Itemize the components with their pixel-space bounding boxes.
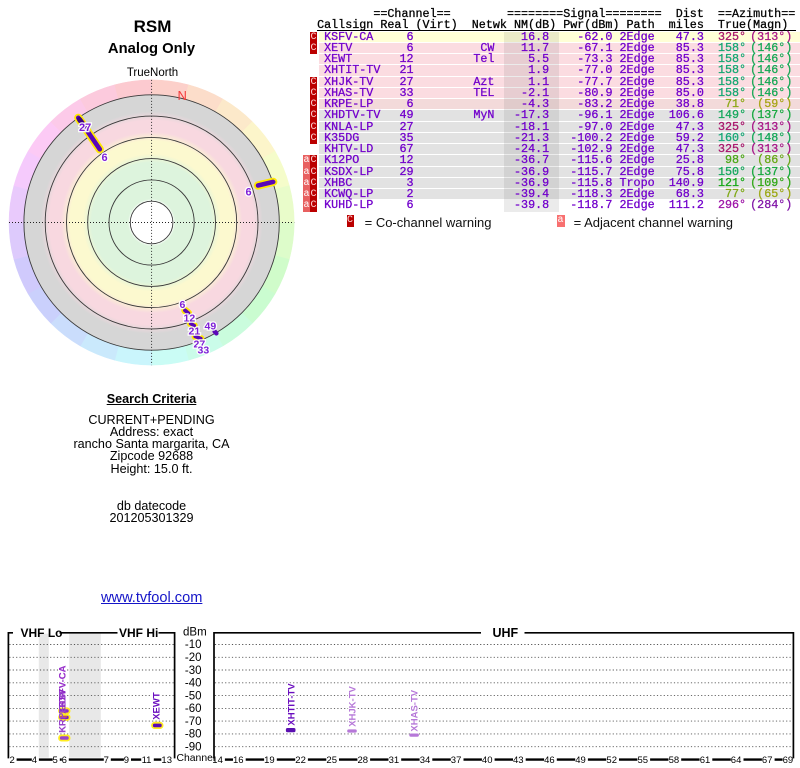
svg-text:-40: -40: [185, 678, 202, 690]
svg-text:-60: -60: [185, 703, 202, 715]
svg-text:-90: -90: [185, 741, 202, 753]
svg-text:61: 61: [700, 755, 711, 766]
svg-text:52: 52: [606, 755, 617, 766]
svg-text:25: 25: [326, 755, 337, 766]
svg-text:9: 9: [124, 755, 129, 766]
svg-text:27: 27: [194, 339, 206, 351]
svg-text:7: 7: [104, 755, 109, 766]
svg-text:XHTIT-TV: XHTIT-TV: [286, 683, 297, 726]
svg-text:21: 21: [189, 326, 201, 338]
svg-text:46: 46: [544, 755, 555, 766]
svg-text:KSFV-CA: KSFV-CA: [58, 665, 69, 707]
svg-text:-20: -20: [185, 652, 202, 664]
svg-text:XHJK-TV: XHJK-TV: [348, 685, 359, 726]
svg-text:4: 4: [32, 755, 37, 766]
svg-text:49: 49: [575, 755, 586, 766]
svg-text:6: 6: [180, 299, 186, 311]
svg-text:VHF Hi: VHF Hi: [119, 626, 158, 640]
svg-text:-80: -80: [185, 729, 202, 741]
svg-text:dBm: dBm: [183, 627, 207, 639]
svg-text:Channel: Channel: [177, 753, 216, 764]
svg-text:49: 49: [205, 321, 217, 333]
svg-text:67: 67: [762, 755, 773, 766]
svg-text:-10: -10: [185, 639, 202, 651]
svg-text:5: 5: [53, 755, 58, 766]
svg-text:11: 11: [142, 755, 152, 766]
svg-text:XEWT: XEWT: [151, 692, 162, 720]
svg-text:22: 22: [295, 755, 306, 766]
svg-text:55: 55: [638, 755, 649, 766]
svg-text:31: 31: [389, 755, 400, 766]
svg-text:XHAS-TV: XHAS-TV: [410, 689, 421, 731]
svg-text:N: N: [178, 88, 187, 103]
svg-text:40: 40: [482, 755, 493, 766]
svg-text:VHF Lo: VHF Lo: [21, 626, 63, 640]
svg-text:27: 27: [79, 122, 91, 134]
svg-text:6: 6: [246, 187, 252, 199]
svg-text:2: 2: [9, 755, 14, 766]
svg-text:69: 69: [783, 755, 794, 766]
svg-text:XETV: XETV: [58, 688, 69, 713]
svg-text:14: 14: [212, 755, 223, 766]
svg-text:34: 34: [420, 755, 431, 766]
svg-text:12: 12: [184, 313, 196, 325]
svg-text:KSFV-CA: KSFV-CA: [58, 665, 69, 707]
svg-text:33: 33: [198, 345, 210, 357]
svg-text:43: 43: [513, 755, 524, 766]
svg-text:28: 28: [358, 755, 369, 766]
svg-text:13: 13: [161, 755, 172, 766]
svg-text:UHF: UHF: [493, 626, 519, 640]
svg-text:64: 64: [731, 755, 742, 766]
svg-text:37: 37: [451, 755, 462, 766]
svg-text:16: 16: [233, 755, 244, 766]
svg-text:-30: -30: [185, 665, 202, 677]
svg-text:6: 6: [102, 152, 108, 164]
svg-text:58: 58: [669, 755, 680, 766]
svg-text:-70: -70: [185, 716, 202, 728]
svg-text:KRPE-LP: KRPE-LP: [58, 690, 69, 732]
svg-text:6: 6: [62, 755, 67, 766]
svg-text:19: 19: [264, 755, 275, 766]
svg-text:-50: -50: [185, 690, 202, 702]
